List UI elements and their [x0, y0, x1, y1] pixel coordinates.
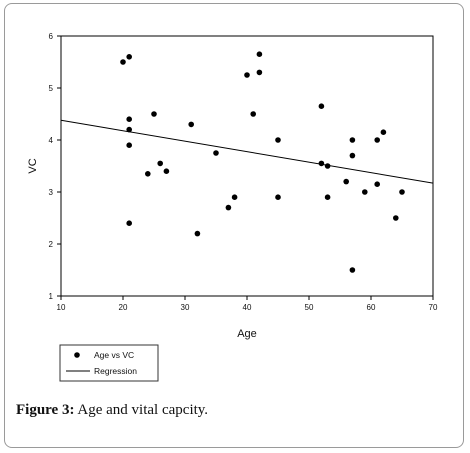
data-point-13 — [225, 204, 232, 211]
caption-label: Figure 3: — [16, 402, 75, 418]
y-tick-label-1: 1 — [49, 292, 54, 301]
data-point-21 — [318, 103, 325, 109]
data-point-1 — [126, 54, 132, 60]
x-tick-label-30: 30 — [181, 303, 190, 312]
data-point-25 — [343, 178, 350, 185]
data-point-7 — [151, 111, 157, 117]
x-axis-title: Age — [237, 328, 257, 340]
data-point-9 — [163, 168, 170, 174]
data-point-31 — [374, 181, 381, 187]
y-tick-label-3: 3 — [49, 188, 54, 197]
data-point-24 — [324, 194, 331, 200]
data-point-16 — [250, 111, 256, 117]
x-tick-label-60: 60 — [367, 303, 376, 312]
y-tick-label-2: 2 — [49, 240, 54, 249]
y-tick-label-5: 5 — [49, 84, 54, 93]
data-point-15 — [244, 72, 250, 78]
legend-box — [59, 344, 159, 382]
caption-text: Age and vital capcity. — [77, 402, 209, 418]
data-point-32 — [380, 129, 387, 135]
y-axis-title: VC — [27, 158, 39, 173]
regression-line — [60, 119, 434, 184]
data-point-10 — [188, 121, 194, 128]
data-point-20 — [275, 194, 281, 200]
data-point-14 — [231, 194, 238, 200]
x-tick-label-50: 50 — [305, 303, 314, 312]
x-tick-label-40: 40 — [243, 303, 252, 312]
data-point-33 — [393, 215, 399, 221]
data-point-28 — [349, 267, 356, 273]
data-point-11 — [194, 230, 201, 237]
data-point-6 — [145, 171, 151, 177]
figure-caption: Figure 3: Age and vital capcity. — [16, 402, 208, 419]
data-point-19 — [275, 137, 281, 143]
x-tick-label-20: 20 — [119, 303, 128, 312]
data-point-2 — [126, 116, 132, 122]
legend-marker-scatter — [74, 352, 80, 358]
x-tick-label-10: 10 — [57, 303, 66, 312]
data-point-0 — [120, 59, 126, 65]
data-point-17 — [256, 51, 263, 57]
y-tick-label-4: 4 — [49, 136, 54, 145]
legend-entry-scatter: Age vs VC — [94, 350, 134, 360]
data-point-8 — [157, 160, 163, 167]
data-point-5 — [126, 220, 132, 226]
data-point-30 — [374, 137, 381, 143]
legend-entry-regression: Regression — [94, 366, 137, 376]
data-point-18 — [256, 69, 263, 76]
x-tick-label-70: 70 — [429, 303, 438, 312]
data-point-3 — [126, 126, 132, 133]
y-tick-label-6: 6 — [49, 32, 54, 41]
data-point-29 — [362, 189, 368, 195]
data-point-27 — [349, 152, 356, 159]
data-point-34 — [399, 189, 405, 195]
data-point-12 — [213, 150, 219, 156]
data-point-23 — [324, 163, 331, 169]
data-point-26 — [349, 137, 356, 143]
data-point-22 — [318, 160, 325, 167]
data-point-4 — [126, 142, 132, 148]
